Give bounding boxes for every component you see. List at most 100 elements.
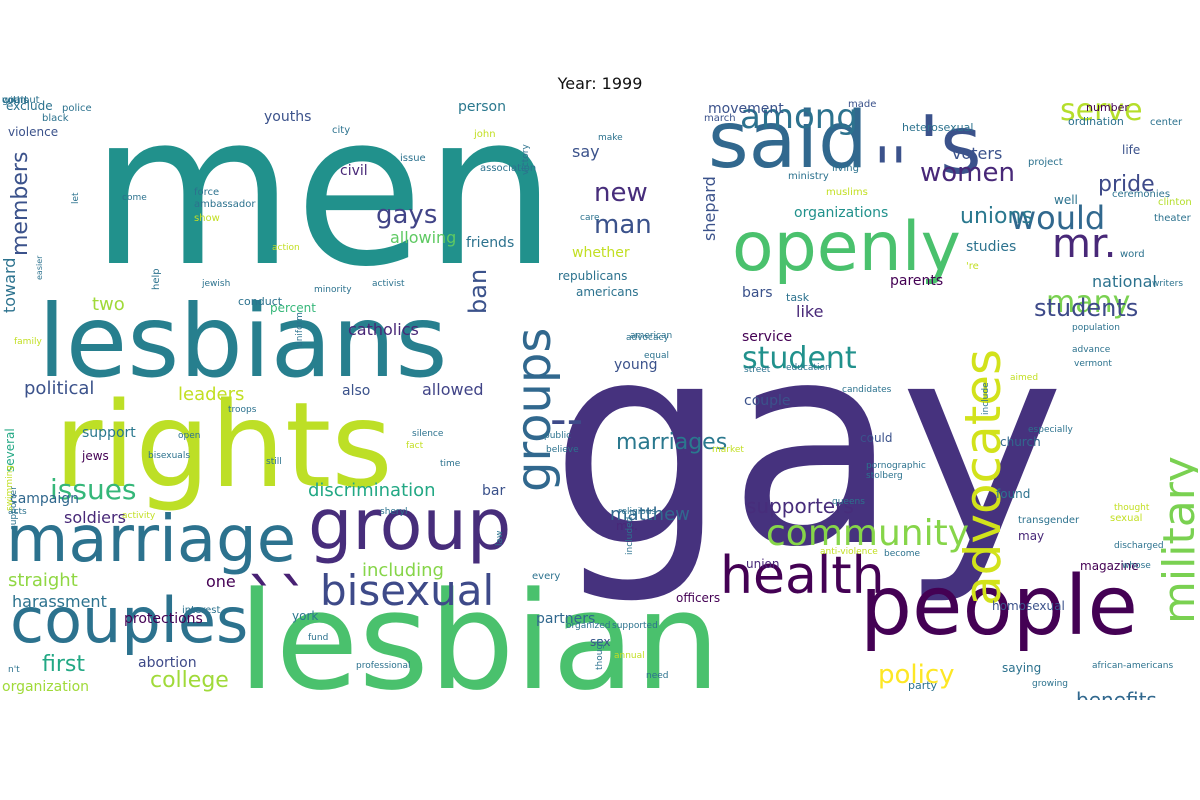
cloud-word: center bbox=[1150, 117, 1183, 128]
cloud-word: transgender bbox=[1018, 515, 1080, 526]
cloud-word: whose bbox=[1122, 561, 1151, 571]
cloud-word: include bbox=[981, 382, 991, 416]
cloud-word: many bbox=[1046, 285, 1131, 320]
cloud-word: queens bbox=[832, 497, 865, 507]
cloud-word: population bbox=[1072, 323, 1120, 333]
cloud-word: number bbox=[1086, 101, 1129, 114]
cloud-word: jewish bbox=[202, 279, 231, 289]
cloud-word: policy bbox=[878, 660, 955, 690]
cloud-word: ministry bbox=[788, 171, 829, 182]
cloud-word: issue bbox=[400, 153, 426, 164]
cloud-word: ordination bbox=[1068, 115, 1124, 128]
cloud-word: leaders bbox=[178, 384, 245, 405]
cloud-word: african-americans bbox=[1092, 661, 1174, 671]
cloud-word: organizations bbox=[794, 205, 889, 221]
cloud-word: movement bbox=[708, 101, 784, 117]
cloud-word: allowing bbox=[390, 228, 457, 247]
cloud-word: association bbox=[480, 163, 537, 174]
cloud-word: military bbox=[1154, 455, 1198, 624]
cloud-word: education bbox=[786, 363, 831, 373]
cloud-word: youths bbox=[264, 109, 312, 125]
cloud-word: city bbox=[332, 125, 351, 136]
cloud-word: toward bbox=[2, 257, 19, 314]
cloud-word: market bbox=[712, 445, 744, 455]
cloud-word: republicans bbox=[558, 269, 628, 283]
cloud-word: openly bbox=[732, 208, 961, 287]
cloud-word: let bbox=[71, 192, 81, 204]
cloud-word: thought bbox=[1114, 503, 1150, 513]
cloud-word: two bbox=[92, 294, 125, 315]
cloud-word: become bbox=[884, 549, 921, 559]
cloud-word: americans bbox=[576, 285, 639, 299]
cloud-word: supported bbox=[612, 621, 658, 631]
cloud-word: organized bbox=[566, 621, 611, 631]
cloud-word: unions bbox=[960, 204, 1033, 229]
cloud-word: goals bbox=[2, 96, 29, 106]
cloud-word: sheryl bbox=[380, 507, 408, 517]
cloud-word: serve bbox=[1060, 96, 1143, 128]
cloud-word: first bbox=[42, 652, 85, 677]
cloud-word: gays bbox=[376, 200, 438, 230]
cloud-word: candidates bbox=[842, 385, 892, 395]
cloud-word: 's bbox=[918, 99, 982, 192]
cloud-word: allowed bbox=[422, 380, 484, 399]
cloud-word: abortion bbox=[138, 655, 197, 671]
cloud-word: care bbox=[580, 213, 600, 223]
cloud-word: saying bbox=[1002, 661, 1042, 675]
cloud-word: found bbox=[996, 487, 1031, 501]
cloud-word: york bbox=[292, 609, 319, 623]
figure-title: Year: 1999 bbox=[557, 74, 643, 93]
cloud-word: lesbians bbox=[38, 283, 448, 400]
cloud-word: force bbox=[194, 187, 220, 198]
cloud-word: life bbox=[1122, 143, 1141, 157]
cloud-word: bar bbox=[482, 483, 506, 499]
cloud-word: still bbox=[266, 457, 282, 467]
cloud-word: ceremonies bbox=[1112, 189, 1171, 200]
cloud-word: group bbox=[308, 484, 512, 566]
cloud-word: church bbox=[1000, 435, 1041, 449]
cloud-word: voters bbox=[952, 144, 1003, 163]
cloud-word: victory bbox=[521, 144, 531, 176]
cloud-word: uniform bbox=[295, 312, 305, 348]
cloud-word: pornographic bbox=[866, 461, 926, 471]
cloud-word: though bbox=[595, 637, 605, 670]
cloud-word: shepard bbox=[700, 176, 719, 241]
cloud-word: magazine bbox=[1080, 559, 1139, 573]
cloud-word: advocacy bbox=[626, 333, 669, 343]
cloud-word: also bbox=[342, 383, 371, 399]
cloud-word: interest bbox=[182, 605, 221, 616]
cloud-word: catholics bbox=[348, 320, 419, 339]
cloud-word: public bbox=[544, 431, 572, 441]
cloud-word: college bbox=[150, 668, 229, 693]
cloud-word: help bbox=[151, 268, 162, 290]
cloud-word: family bbox=[14, 337, 42, 347]
cloud-word: women bbox=[920, 158, 1015, 188]
cloud-word: street bbox=[744, 365, 771, 375]
cloud-word: campaign bbox=[10, 491, 80, 507]
cloud-word: growing bbox=[1032, 679, 1068, 689]
cloud-word: jews bbox=[82, 449, 109, 463]
cloud-word: heterosexual bbox=[902, 121, 974, 134]
cloud-word: show bbox=[194, 213, 220, 224]
cloud-word: especially bbox=[1028, 425, 1073, 435]
cloud-word: conduct bbox=[238, 295, 283, 308]
cloud-word: activity bbox=[122, 511, 156, 521]
cloud-word: could bbox=[860, 431, 893, 445]
cloud-word: 're bbox=[966, 261, 979, 272]
cloud-word: '' bbox=[874, 135, 907, 205]
cloud-word: pride bbox=[1098, 172, 1155, 197]
cloud-word: exclude bbox=[6, 99, 53, 113]
cloud-word: come bbox=[122, 193, 147, 203]
cloud-word: union bbox=[746, 557, 780, 571]
cloud-word: harassment bbox=[12, 592, 107, 611]
cloud-word: may bbox=[1018, 529, 1045, 543]
cloud-word: professional bbox=[356, 661, 411, 671]
cloud-word: need bbox=[646, 671, 669, 681]
cloud-word: one bbox=[206, 572, 236, 591]
cloud-word: n't bbox=[8, 665, 20, 675]
cloud-word: members bbox=[8, 151, 33, 256]
cloud-word: fact bbox=[406, 441, 424, 451]
cloud-word: young bbox=[614, 357, 658, 373]
cloud-word: rights bbox=[54, 376, 393, 514]
cloud-word: black bbox=[42, 113, 69, 124]
